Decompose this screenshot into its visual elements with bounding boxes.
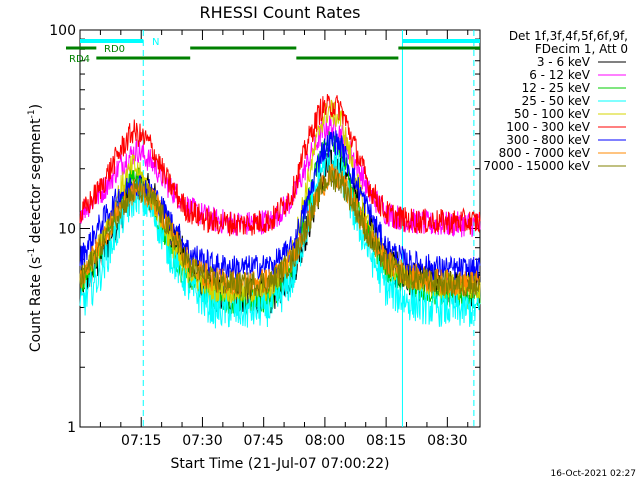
x-tick-label-0: 07:15: [121, 433, 161, 449]
y-tick-label-0: 1: [67, 420, 76, 436]
legend-label-2: 12 - 25 keV: [522, 81, 591, 95]
y-axis-title-exp2: -1: [27, 109, 37, 118]
legend-label-8: 7000 - 15000 keV: [483, 159, 590, 173]
legend-header-line-0: Det 1f,3f,4f,5f,6f,9f,: [509, 29, 628, 43]
y-tick-label-2: 100: [49, 23, 76, 39]
series-line-8: [79, 165, 481, 299]
legend-label-6: 300 - 800 keV: [506, 133, 590, 147]
legend-label-1: 6 - 12 keV: [529, 68, 591, 82]
event-bars: N RD0 RD4: [66, 37, 480, 65]
legend: Det 1f,3f,4f,5f,6f,9f,FDecim 1, Att 03 -…: [483, 29, 628, 173]
legend-label-3: 25 - 50 keV: [522, 94, 591, 108]
legend-label-7: 800 - 7000 keV: [499, 146, 591, 160]
legend-label-4: 50 - 100 keV: [514, 107, 591, 121]
x-tick-label-5: 08:30: [427, 433, 467, 449]
series-line-5: [79, 93, 481, 237]
event-bar-label-rd0: RD0: [104, 44, 125, 55]
vertical-marker-lines: [142, 30, 475, 427]
x-tick-label-3: 08:00: [305, 433, 345, 449]
axis-ticks: 07:15 07:30 07:45 08:00 08:15 08:30 1 10 100: [49, 23, 480, 449]
svg-text:Count Rate (s-1 detector segme: Count Rate (s-1 detector segment-1): [27, 104, 44, 352]
event-bar-label-rd4: RD4: [69, 54, 90, 65]
y-axis-title: Count Rate (s-1 detector segment-1): [27, 104, 44, 352]
x-tick-label-1: 07:30: [182, 433, 222, 449]
legend-label-5: 100 - 300 keV: [506, 120, 590, 134]
y-axis-title-exp1: -1: [27, 248, 37, 257]
x-tick-label-4: 08:15: [366, 433, 406, 449]
legend-label-0: 3 - 6 keV: [537, 55, 591, 69]
series-line-6: [79, 130, 481, 284]
series-lines: [79, 93, 481, 329]
series-line-3: [79, 144, 481, 329]
chart-title: RHESSI Count Rates: [200, 3, 361, 22]
y-axis-title-main: Count Rate (s: [28, 257, 44, 352]
y-axis-title-end: ): [28, 104, 44, 109]
event-bar-label-n: N: [152, 37, 159, 48]
legend-header-line-1: FDecim 1, Att 0: [535, 42, 628, 56]
x-tick-label-2: 07:45: [243, 433, 283, 449]
timestamp: 16-Oct-2021 02:27: [551, 469, 636, 479]
x-axis-title: Start Time (21-Jul-07 07:00:22): [170, 456, 389, 472]
y-axis-title-mid: detector segment: [28, 118, 44, 248]
y-tick-label-1: 10: [58, 222, 76, 238]
